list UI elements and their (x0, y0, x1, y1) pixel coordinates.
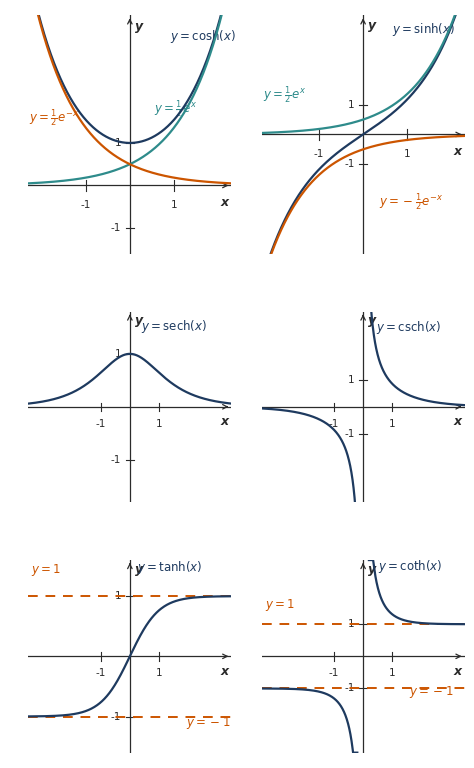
Text: -1: -1 (314, 149, 324, 159)
Text: $y = \cosh(x)$: $y = \cosh(x)$ (170, 28, 236, 45)
Text: $y = -\frac{1}{2}e^{-x}$: $y = -\frac{1}{2}e^{-x}$ (379, 191, 443, 213)
Text: $y = \mathrm{sech}(x)$: $y = \mathrm{sech}(x)$ (141, 318, 208, 335)
Text: 1: 1 (115, 591, 121, 601)
Text: $y = \tanh(x)$: $y = \tanh(x)$ (137, 559, 202, 576)
Text: -1: -1 (111, 455, 121, 465)
Text: x: x (453, 665, 462, 678)
Text: $y = \mathrm{csch}(x)$: $y = \mathrm{csch}(x)$ (376, 319, 441, 336)
Text: y: y (135, 563, 143, 576)
Text: 1: 1 (171, 200, 177, 210)
Text: -1: -1 (96, 419, 106, 429)
Text: $y = -1$: $y = -1$ (409, 684, 453, 700)
Text: x: x (453, 415, 462, 429)
Text: -1: -1 (81, 200, 91, 210)
Text: -1: -1 (96, 668, 106, 678)
Text: y: y (135, 21, 143, 34)
Text: 1: 1 (155, 419, 162, 429)
Text: $y = \sinh(x)$: $y = \sinh(x)$ (392, 22, 455, 38)
Text: 1: 1 (389, 419, 395, 429)
Text: 1: 1 (155, 668, 162, 678)
Text: -1: -1 (329, 419, 339, 429)
Text: 1: 1 (348, 619, 355, 629)
Text: y: y (368, 563, 376, 576)
Text: $y = 1$: $y = 1$ (264, 598, 295, 613)
Text: -1: -1 (111, 223, 121, 233)
Text: x: x (453, 145, 462, 158)
Text: $y = \frac{1}{2}e^{-x}$: $y = \frac{1}{2}e^{-x}$ (29, 108, 79, 129)
Text: y: y (368, 19, 376, 32)
Text: 1: 1 (389, 668, 395, 678)
Text: y: y (135, 314, 143, 327)
Text: $y = \coth(x)$: $y = \coth(x)$ (378, 558, 442, 574)
Text: 1: 1 (115, 349, 121, 359)
Text: y: y (368, 314, 376, 327)
Text: $y = \frac{1}{2}e^{x}$: $y = \frac{1}{2}e^{x}$ (154, 99, 197, 121)
Text: -1: -1 (344, 429, 355, 439)
Text: 1: 1 (404, 149, 410, 159)
Text: x: x (220, 415, 228, 429)
Text: -1: -1 (329, 668, 339, 678)
Text: 1: 1 (348, 100, 355, 110)
Text: $y = -1$: $y = -1$ (186, 714, 230, 730)
Text: -1: -1 (111, 711, 121, 721)
Text: 1: 1 (115, 138, 121, 148)
Text: x: x (220, 196, 228, 209)
Text: $y = \frac{1}{2}e^{x}$: $y = \frac{1}{2}e^{x}$ (263, 84, 306, 106)
Text: -1: -1 (344, 684, 355, 694)
Text: 1: 1 (348, 375, 355, 385)
Text: $y = 1$: $y = 1$ (31, 562, 62, 578)
Text: x: x (220, 665, 228, 678)
Text: -1: -1 (344, 159, 355, 169)
